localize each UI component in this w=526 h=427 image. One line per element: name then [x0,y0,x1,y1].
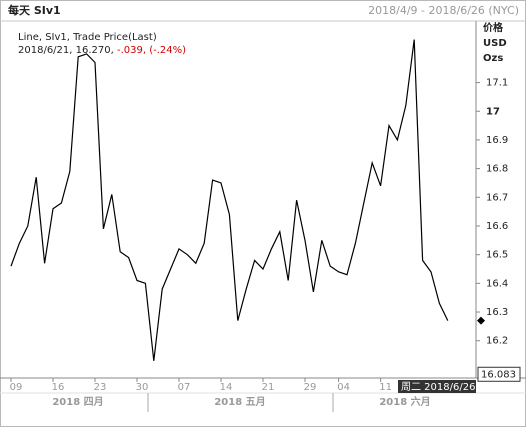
last-point-label: 2018/6/21, 16.270, -.039, (-.24%) [18,45,186,56]
month-label: 2018 六月 [379,395,430,408]
x-tick-label: 14 [220,382,233,393]
x-tick-label: 29 [304,382,317,393]
x-tick-label: 16 [52,382,65,393]
month-label: 2018 五月 [214,396,265,408]
y-tick-label: 16.7 [486,192,508,203]
y-tick-label: 16.9 [486,135,508,146]
current-price-label: 16.083 [481,369,516,380]
x-tick-label: 30 [136,382,149,393]
last-point: 2018/6/21, 16.270, [18,45,114,56]
crosshair-label: 周二 2018/6/26 [401,381,475,393]
y-tick-label: 17 [486,106,500,117]
legend: Line, SIv1, Trade Price(Last) [18,32,157,43]
x-tick-label: 21 [262,382,275,393]
x-tick-label: 11 [379,382,392,393]
current-price-box [477,366,521,382]
month-label: 2018 四月 [52,396,103,408]
x-tick-label: 07 [178,382,191,393]
x-tick-label: 09 [10,382,23,393]
y-tick-label: 16.6 [486,221,508,232]
change-label: -.039, (-.24%) [117,45,186,56]
x-tick-label: 04 [337,382,350,393]
last-price-marker [477,316,485,325]
title: 每天 SIv1 [8,3,61,17]
y-axis-title: USD [483,38,507,49]
y-tick-label: 17.1 [486,78,508,89]
y-tick-label: 16.8 [486,164,508,175]
x-tick-label: 23 [94,382,107,393]
y-tick-label: 16.3 [486,307,508,318]
y-tick-label: 16.5 [486,250,508,261]
y-axis-title: 价格 [483,21,504,34]
price-line [10,39,449,361]
crosshair-box [398,380,476,393]
y-tick-label: 16.4 [486,278,508,289]
y-tick-label: 16.2 [486,336,508,347]
y-axis-title: Ozs [483,53,503,64]
date-range: 2018/4/9 - 2018/6/26 (NYC) [368,4,519,17]
